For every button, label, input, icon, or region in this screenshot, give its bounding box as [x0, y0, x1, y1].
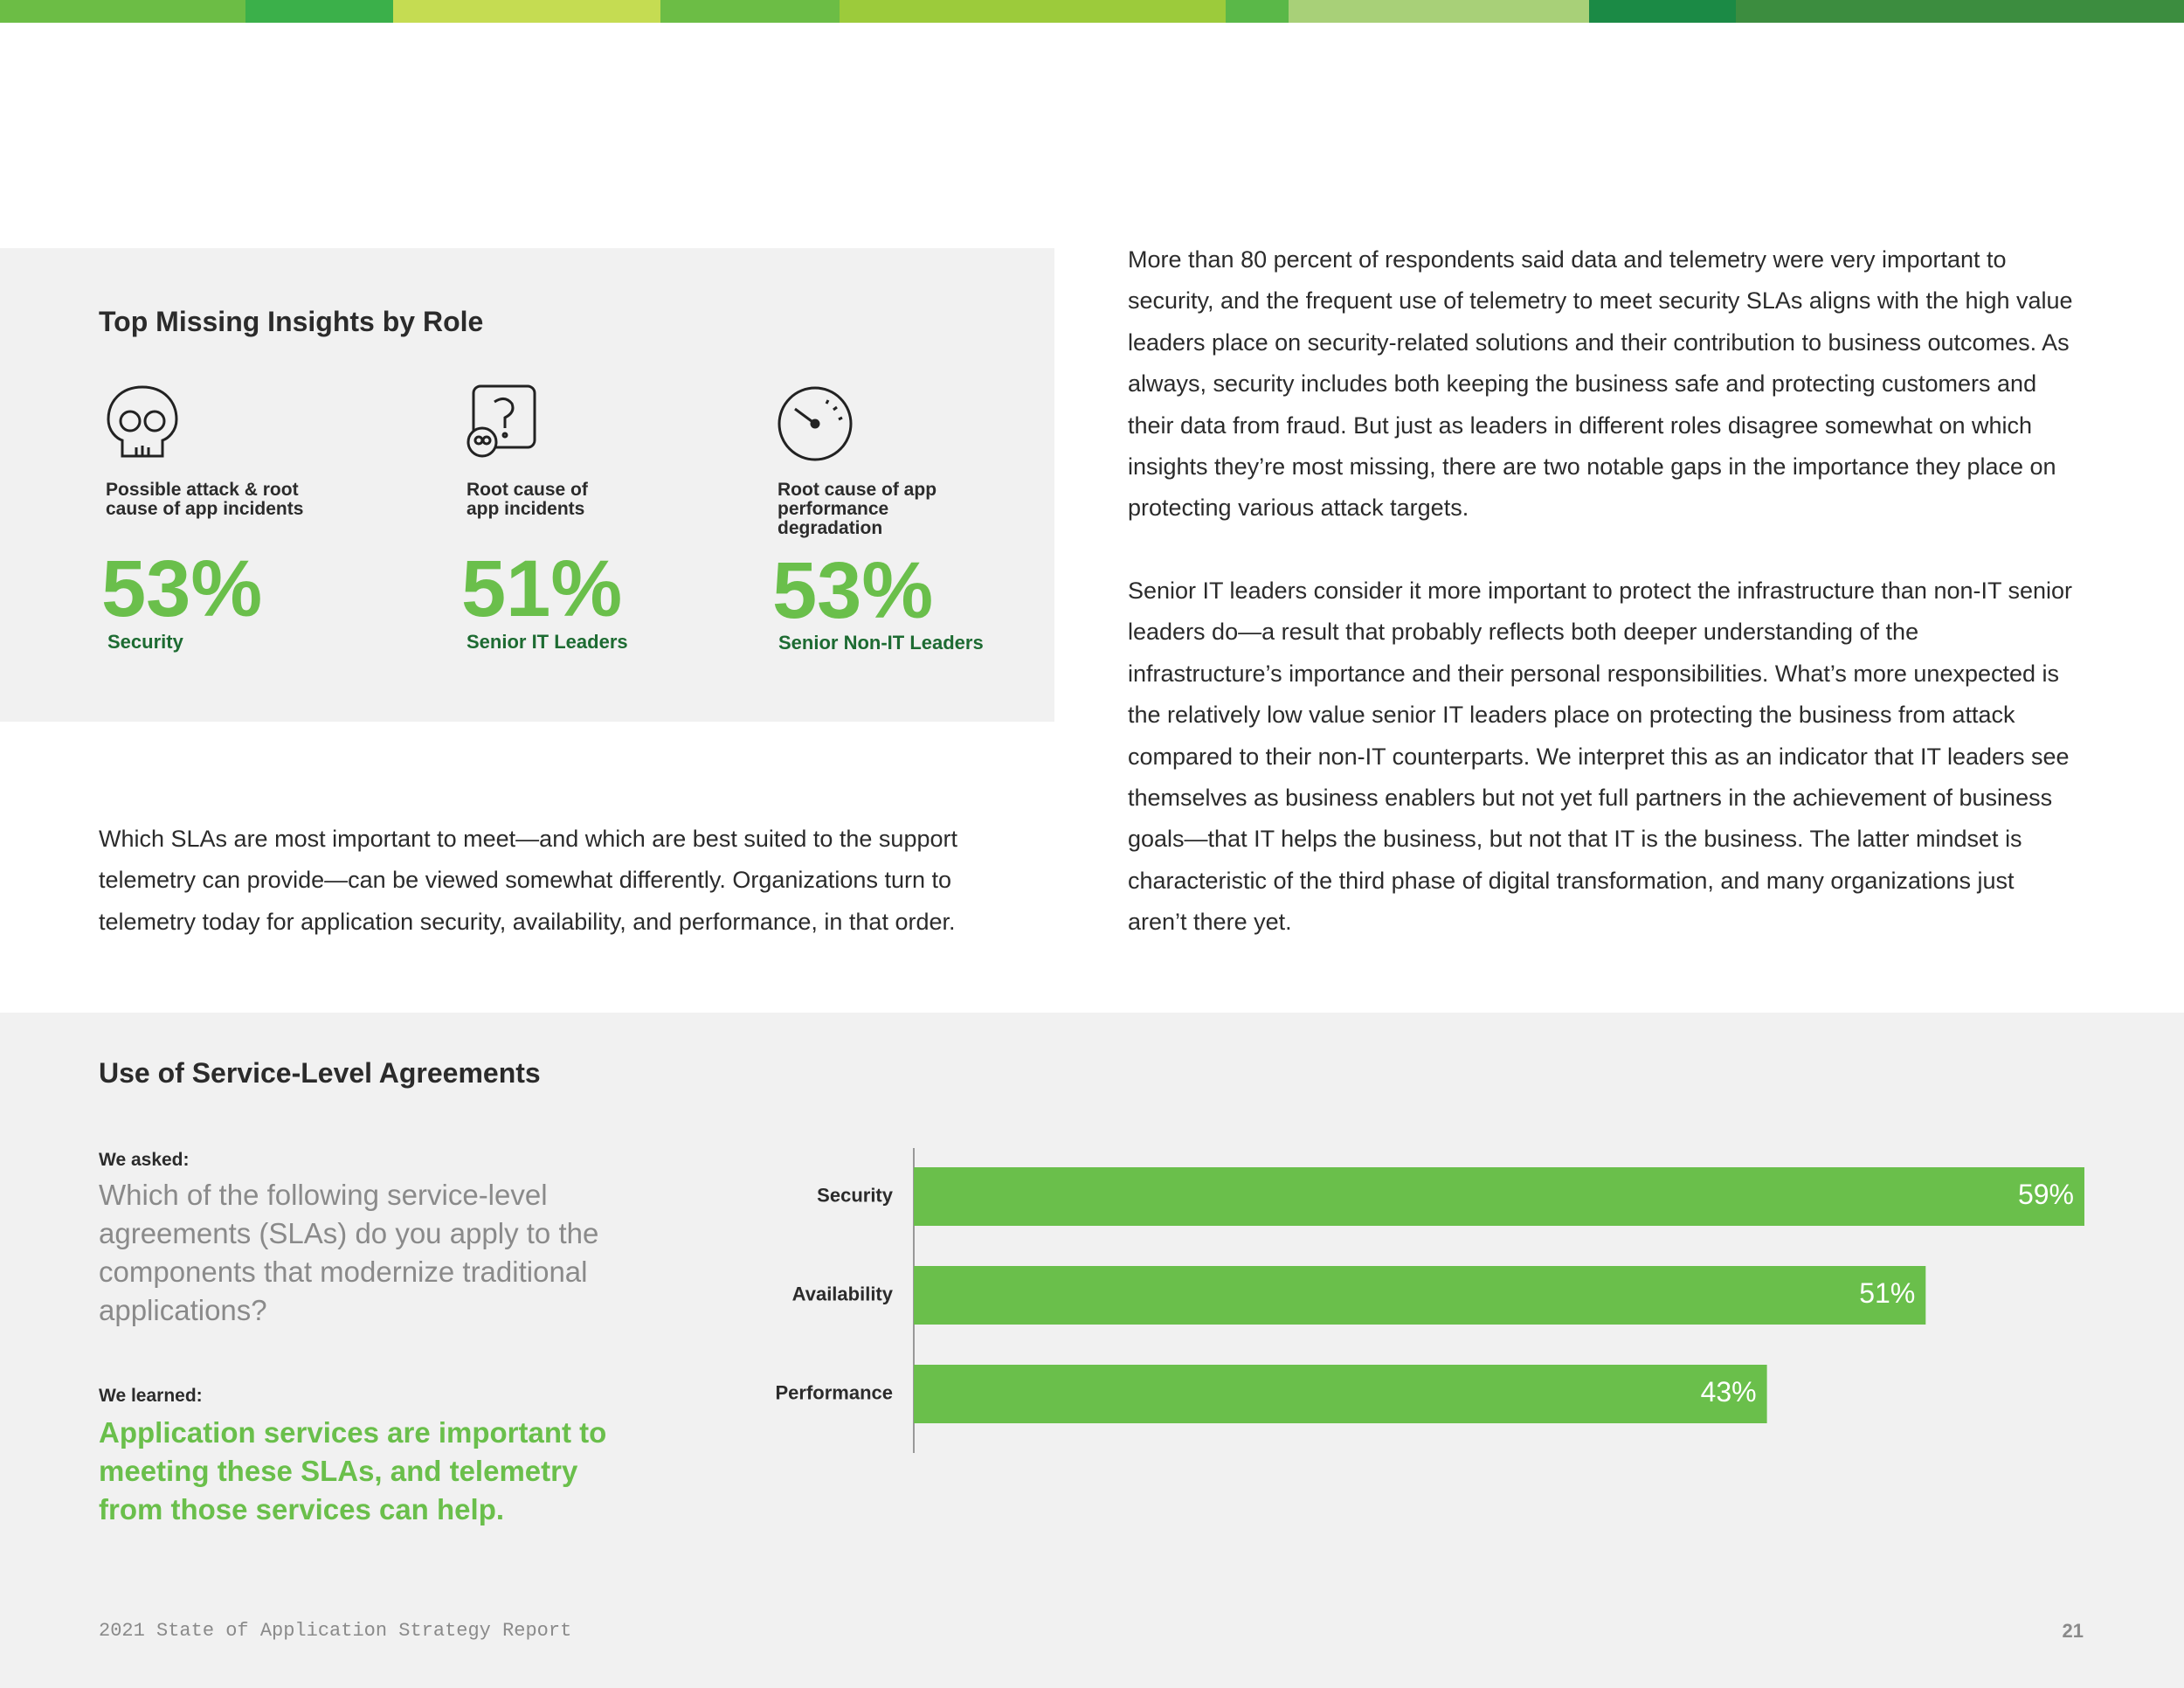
- bar: [914, 1365, 1767, 1423]
- category-label: Security: [817, 1184, 894, 1206]
- insight-role: Senior Non-IT Leaders: [778, 632, 984, 654]
- insight-label: Root cause of app performance degradatio…: [778, 480, 937, 538]
- value-label: 43%: [1701, 1376, 1757, 1408]
- learned-label: We learned:: [99, 1386, 203, 1406]
- insights-title: Top Missing Insights by Role: [99, 306, 484, 337]
- chart: Security 59% Availability 51% Performance 43%: [775, 1148, 2084, 1453]
- category-label: Availability: [792, 1283, 894, 1304]
- insight-percent: 51%: [461, 544, 623, 633]
- insight-role: Security: [107, 631, 183, 653]
- insight-label: Root cause of app incidents: [467, 480, 588, 519]
- bar: [914, 1266, 1926, 1325]
- footer-report: 2021 State of Application Strategy Repor…: [99, 1620, 572, 1642]
- category-label: Performance: [775, 1381, 893, 1403]
- insight-percent: 53%: [772, 546, 934, 635]
- value-label: 59%: [2018, 1179, 2074, 1210]
- insight-label: Possible attack & root cause of app inci…: [106, 480, 304, 519]
- value-label: 51%: [1859, 1277, 1915, 1309]
- asked-label: We asked:: [99, 1150, 190, 1170]
- icon-skull: [107, 385, 178, 458]
- bar: [914, 1167, 2084, 1226]
- icon-gauge: [778, 386, 853, 461]
- finding: Application services are important to me…: [99, 1416, 607, 1525]
- page-number: 21: [2062, 1620, 2084, 1642]
- color-strip: [0, 0, 2184, 23]
- icon-question: [467, 384, 536, 458]
- chart-title: Use of Service-Level Agreements: [99, 1057, 541, 1089]
- insight-percent: 53%: [101, 544, 263, 633]
- body-paragraph: More than 80 percent of respondents said…: [1128, 246, 2073, 522]
- body-paragraph: Senior IT leaders consider it more impor…: [1128, 578, 2073, 936]
- body-paragraph: Which SLAs are most important to meet—an…: [99, 826, 957, 935]
- insights-panel: [0, 248, 1054, 722]
- insight-role: Senior IT Leaders: [467, 631, 628, 653]
- sla-panel: [0, 1013, 2184, 1688]
- question: Which of the following service-level agr…: [99, 1179, 599, 1326]
